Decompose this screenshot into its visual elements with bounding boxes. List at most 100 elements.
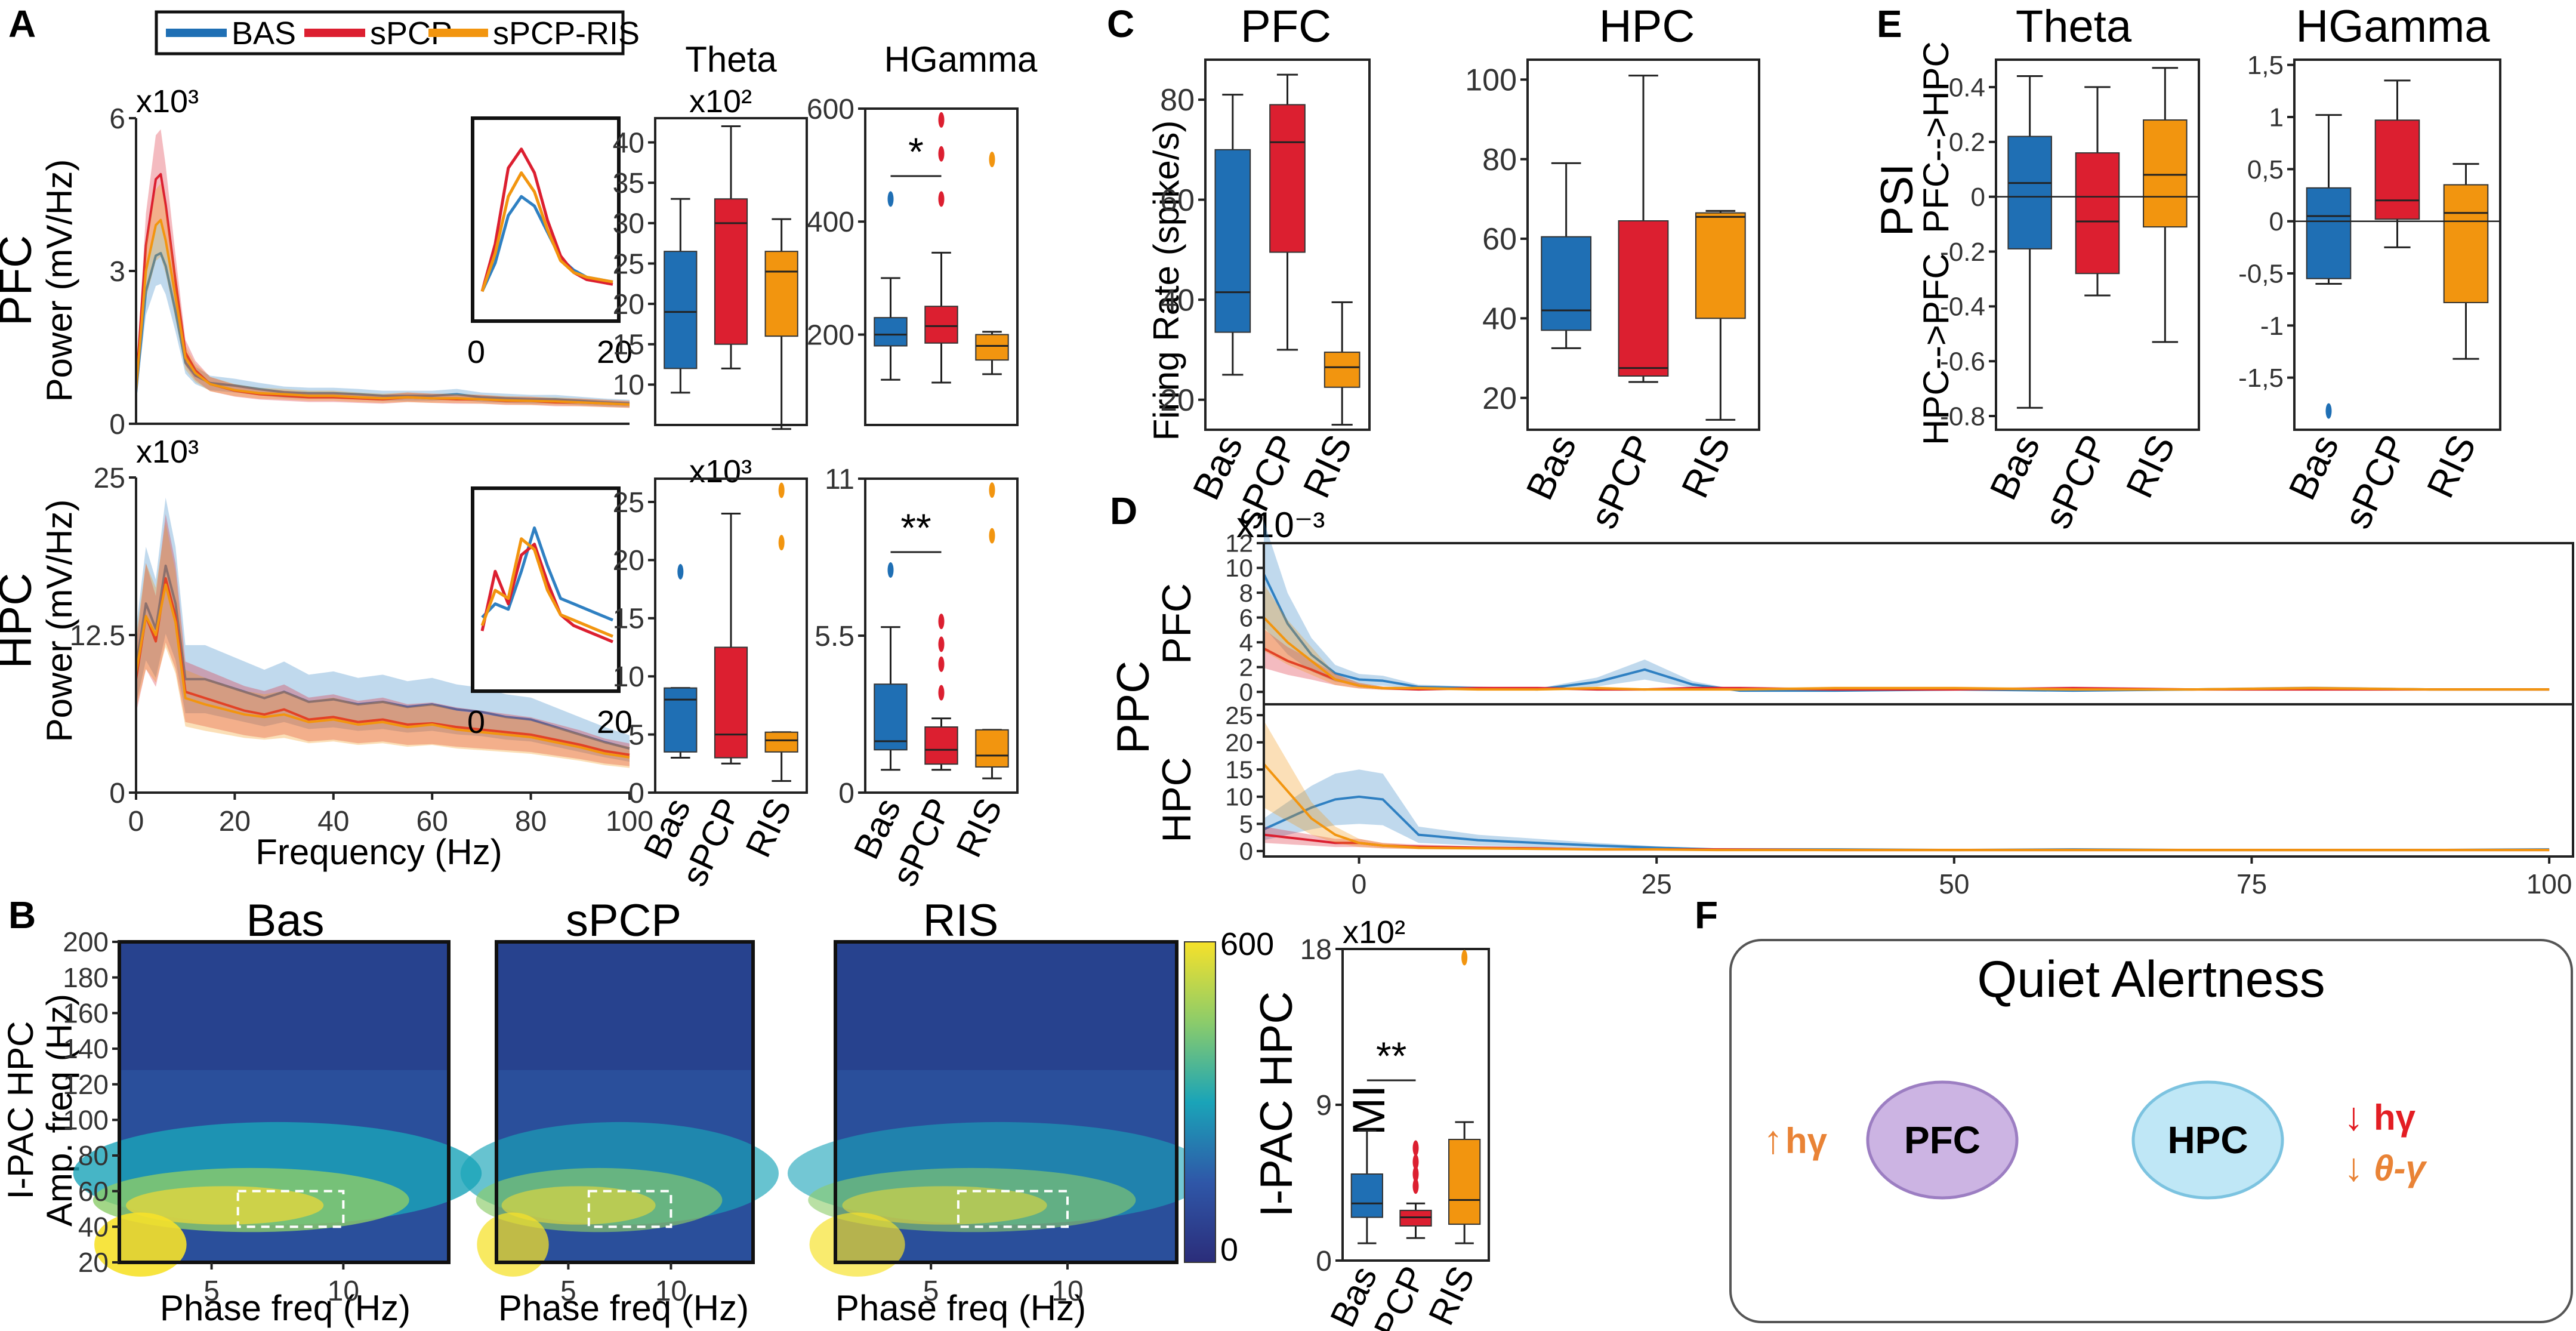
hgamma-hpc-box-outlier	[887, 562, 894, 578]
theta-hpc-box-category-label: RIS	[738, 792, 799, 863]
mi-ylabel: MI	[1344, 1085, 1395, 1135]
hpc-node	[2131, 1080, 2284, 1200]
hpc-psd-ytick-label: 25	[94, 463, 125, 494]
ppc-pfc-ytick-label: 8	[1239, 579, 1253, 607]
theta-pfc-box-ytick-label: 30	[613, 208, 644, 240]
firing-pfc-box-ytick-label: 20	[1160, 383, 1195, 418]
pfc-psd-ytick-label: 3	[109, 256, 125, 288]
ppc-hpc-xtick-label: 50	[1939, 868, 1969, 899]
hgamma-hpc-box-ytick-label: 11	[825, 464, 854, 495]
hpc-arrow-down-2-icon: ↓	[2344, 1145, 2364, 1189]
psi-theta-box-box-bas	[2007, 135, 2052, 249]
pfc-exponent: x10³	[136, 84, 199, 119]
ylabel-pfc-power: Power (mV/Hz)	[39, 159, 79, 402]
ppc-sub-hpc: HPC	[1154, 757, 1199, 843]
psi-hgamma-box-outlier	[2325, 403, 2332, 419]
heatmap-ytick-label: 160	[63, 997, 109, 1028]
ppc-pfc-ytick-label: 6	[1239, 603, 1253, 631]
theta-hpc-box-ytick-label: 0	[628, 778, 644, 809]
colorbar-label: I-PAC HPC	[1251, 991, 1302, 1218]
ppc-hpc-xtick-label: 25	[1642, 868, 1672, 899]
ppc-pfc-ytick-label: 12	[1225, 529, 1253, 557]
psi-hgamma-box-ytick-label: 1	[2269, 103, 2284, 132]
heatmap-ytick-label: 180	[63, 962, 109, 993]
hpc-psd-xtick-label: 100	[606, 806, 653, 837]
mi-box-outlier	[1412, 1140, 1419, 1156]
row-label-pfc: PFC	[0, 235, 41, 326]
theta-hpc-box-ytick-label: 20	[613, 545, 644, 577]
ppc-pfc-series-line	[1263, 617, 2550, 691]
hgamma-pfc-box-sig-label: *	[908, 130, 924, 174]
pfc-psd-series-line	[135, 218, 630, 406]
pfc-psd-ytick-label: 0	[109, 409, 125, 440]
hpc-inset-series-line	[481, 526, 613, 622]
heatmap-1-xtick-label: 10	[655, 1275, 687, 1307]
hgamma-hpc-box-outlier	[938, 636, 945, 652]
firing-hpc-box-box-spcp	[1618, 220, 1669, 377]
heatmap-yellow-band	[501, 1186, 656, 1225]
heatmap-ris	[787, 940, 1211, 1277]
hgamma-hpc-box-category-label: RIS	[948, 792, 1010, 863]
hgamma-hpc-box-box-ris	[975, 729, 1009, 768]
heatmap-ytick-label: 140	[63, 1033, 109, 1064]
ppc-pfc-frame	[1263, 542, 2574, 705]
heatmap-ylabel-2: Amp. freq (Hz)	[39, 994, 79, 1227]
hgamma-hpc-box-sig-label: **	[900, 506, 931, 550]
heatmap-ytick-label: 120	[63, 1069, 109, 1100]
firing-pfc-box-box-ris	[1324, 352, 1361, 388]
hpc-psd-band	[136, 522, 630, 768]
legend: BAS sPCP sPCP-RIS	[155, 10, 640, 56]
hpc-psd-xtick-label: 40	[317, 806, 349, 837]
theta-pfc-box-ytick-label: 20	[613, 289, 644, 321]
psi-theta-box-category-label: RIS	[2118, 428, 2183, 504]
psi-hgamma-box-box-ris	[2443, 184, 2489, 303]
hgamma-pfc-box-ytick-label: 400	[807, 207, 854, 238]
pfc-inset-series-line	[480, 171, 613, 292]
hpc-psd-series-line	[135, 583, 630, 759]
ppc-exponent: x10⁻³	[1236, 505, 1325, 545]
heatmap-ytick-label: 20	[78, 1247, 109, 1278]
psi-hgamma-box-ytick-label: 0	[2269, 207, 2284, 236]
theta-pfc-box-box-spcp	[714, 198, 748, 345]
theta-pfc-box-ytick-label: 25	[613, 248, 644, 280]
pfc-inset-xtick-label: 20	[597, 334, 633, 370]
legend-label-ris: sPCP-RIS	[493, 16, 640, 51]
heatmap-2-xtick-label: 10	[1051, 1275, 1083, 1307]
heatmap-xlabel-bas: Phase freq (Hz)	[160, 1288, 411, 1328]
hgamma-pfc-box-outlier	[938, 112, 945, 128]
firing-pfc-box-ytick-label: 60	[1160, 183, 1195, 218]
ppc-pfc-ytick-label: 4	[1239, 628, 1253, 657]
mi-box-box-ris	[1448, 1139, 1481, 1225]
col-title-theta: Theta	[685, 39, 777, 79]
panel-label-a: A	[8, 2, 36, 45]
ppc-hpc-ytick-label: 0	[1239, 837, 1253, 865]
heatmap-corner-hotspot	[809, 1212, 905, 1277]
heatmap-ylabel-1: I-PAC HPC	[1, 1021, 41, 1200]
hgamma-pfc-box-box-ris	[975, 334, 1009, 361]
firing-hpc-box-ytick-label: 20	[1482, 381, 1517, 416]
panel-label-d: D	[1110, 489, 1137, 532]
pfc-psd-ytick-label: 6	[109, 103, 125, 135]
quiet-alertness-diagram: Quiet Alertness PFC HPC ↑ hγ ↓ hγ ↓ θ-γ	[1729, 939, 2573, 1323]
hpc-inset-series-line	[480, 543, 613, 643]
hgamma-hpc-box-outlier	[938, 614, 945, 630]
heatmap-2-xtick-label: 5	[923, 1275, 939, 1307]
heatmap-xlabel-ris: Phase freq (Hz)	[835, 1288, 1086, 1328]
heatmap-0-xtick-label: 5	[203, 1275, 220, 1307]
psi-theta-box-ytick-label: 0.2	[1949, 128, 1985, 157]
heatmap-ytick-label: 60	[78, 1176, 109, 1207]
ylabel-hpc-power: Power (mV/Hz)	[39, 500, 79, 742]
ppc-pfc-series-line	[1263, 574, 2550, 692]
ppc-hpc-series-line	[1263, 763, 2550, 852]
ppc-pfc-ytick-label: 2	[1239, 653, 1253, 681]
theta-pfc-exponent: x10²	[689, 84, 752, 119]
colorbar-tick-label: 600	[1220, 926, 1274, 962]
theta-hpc-box-box-spcp	[714, 646, 748, 759]
hpc-psd-ytick-label: 12.5	[70, 620, 125, 652]
colorbar-tick-label: 0	[1220, 1232, 1238, 1268]
psi-theta-box-category-label: sPCP	[2035, 428, 2115, 535]
row-label-hpc: HPC	[0, 573, 41, 668]
theta-hpc-exponent: x10³	[689, 454, 752, 489]
theta-hpc-box-frame	[654, 477, 808, 794]
